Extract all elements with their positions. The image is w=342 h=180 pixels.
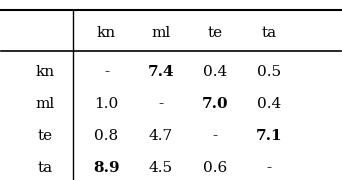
- Text: ta: ta: [262, 26, 277, 40]
- Text: te: te: [38, 129, 53, 143]
- Text: 8.9: 8.9: [93, 161, 120, 175]
- Text: -: -: [212, 129, 218, 143]
- Text: 7.0: 7.0: [202, 97, 228, 111]
- Text: te: te: [208, 26, 223, 40]
- Text: -: -: [267, 161, 272, 175]
- Text: ml: ml: [151, 26, 170, 40]
- Text: 1.0: 1.0: [94, 97, 119, 111]
- Text: -: -: [104, 65, 109, 79]
- Text: 7.4: 7.4: [147, 65, 174, 79]
- Text: kn: kn: [36, 65, 55, 79]
- Text: 0.6: 0.6: [203, 161, 227, 175]
- Text: 0.4: 0.4: [203, 65, 227, 79]
- Text: 0.4: 0.4: [257, 97, 281, 111]
- Text: ta: ta: [38, 161, 53, 175]
- Text: ml: ml: [36, 97, 55, 111]
- Text: 4.5: 4.5: [149, 161, 173, 175]
- Text: 4.7: 4.7: [149, 129, 173, 143]
- Text: 0.8: 0.8: [94, 129, 119, 143]
- Text: 0.5: 0.5: [257, 65, 281, 79]
- Text: -: -: [158, 97, 163, 111]
- Text: kn: kn: [97, 26, 116, 40]
- Text: 7.1: 7.1: [256, 129, 283, 143]
